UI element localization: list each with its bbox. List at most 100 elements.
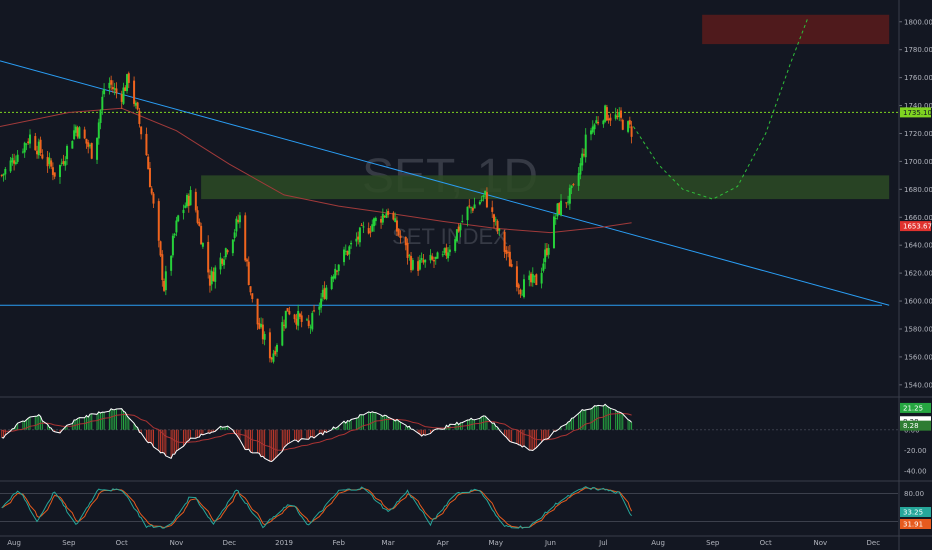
candle-body xyxy=(258,323,261,329)
osc1-badge-bg xyxy=(900,420,931,431)
candle-body xyxy=(120,94,123,102)
candle-body xyxy=(73,130,76,140)
time-tick-label: Sep xyxy=(62,539,76,547)
time-tick-label: Sep xyxy=(706,539,720,547)
candle-body xyxy=(455,229,458,242)
candle-body xyxy=(484,190,487,195)
candle-body xyxy=(552,216,555,249)
candle-body xyxy=(394,218,397,222)
time-tick-label: May xyxy=(489,539,503,547)
candle-body xyxy=(256,298,259,325)
candle-body xyxy=(115,88,118,94)
candle-body xyxy=(454,239,457,251)
time-tick-label: Dec xyxy=(867,539,881,547)
candle-body xyxy=(198,221,201,226)
candle-body xyxy=(244,215,247,261)
osc2-badge-bg xyxy=(900,507,931,517)
candle-body xyxy=(448,249,451,253)
candle-body xyxy=(348,246,351,255)
candle-body xyxy=(418,259,421,270)
candle-body xyxy=(14,162,17,164)
candle-body xyxy=(470,207,473,209)
candle-body xyxy=(207,241,210,273)
candle-body xyxy=(223,259,226,266)
candle-body xyxy=(565,202,568,204)
candle-body xyxy=(505,250,508,254)
candle-body xyxy=(110,80,113,85)
candle-body xyxy=(152,193,155,204)
reference-price-label: 1735.10 xyxy=(903,109,932,117)
candle-body xyxy=(406,242,409,258)
time-axis[interactable]: Aug Sep Oct Nov Dec 2019 Feb Mar Apr May Jun Jul Aug… xyxy=(7,539,880,547)
candle-body xyxy=(371,224,374,232)
candle-body xyxy=(268,332,271,359)
candle-body xyxy=(150,188,153,194)
candle-body xyxy=(237,220,240,222)
time-tick-label: Nov xyxy=(814,539,828,547)
time-tick-label: Feb xyxy=(333,539,346,547)
price-tick-label: 1540.00 xyxy=(904,381,932,389)
candle-body xyxy=(468,205,471,207)
candle-body xyxy=(187,195,190,206)
candle-body xyxy=(201,242,204,247)
candle-body xyxy=(616,116,619,118)
candle-body xyxy=(330,276,333,289)
candle-body xyxy=(607,118,610,121)
candle-body xyxy=(385,213,388,219)
candle-body xyxy=(177,215,180,222)
candle-body xyxy=(461,221,464,223)
candle-body xyxy=(186,195,189,207)
price-tick-label: 1660.00 xyxy=(904,214,932,222)
candle-body xyxy=(404,236,407,246)
candle-body xyxy=(420,258,423,260)
candle-body xyxy=(494,219,497,221)
candle-body xyxy=(23,142,26,153)
candle-body xyxy=(96,137,99,160)
candle-body xyxy=(111,87,114,90)
candle-body xyxy=(337,264,340,272)
price-tick-label: 1680.00 xyxy=(904,186,932,194)
candle-body xyxy=(510,264,513,267)
candle-body xyxy=(530,273,533,283)
candle-body xyxy=(508,251,511,267)
candle-body xyxy=(78,127,81,139)
time-tick-label: Nov xyxy=(170,539,184,547)
candle-body xyxy=(37,141,40,156)
candle-body xyxy=(97,122,100,139)
candle-body xyxy=(48,157,51,165)
candle-body xyxy=(528,275,531,280)
time-tick-label: Dec xyxy=(223,539,237,547)
candle-body xyxy=(21,151,24,153)
candle-body xyxy=(503,231,506,252)
candle-body xyxy=(184,205,187,208)
candle-body xyxy=(298,313,301,317)
price-zone xyxy=(201,175,890,200)
candle-body xyxy=(627,121,630,132)
candle-body xyxy=(66,146,69,160)
candle-body xyxy=(212,271,215,282)
candle-body xyxy=(422,259,425,263)
candle-body xyxy=(87,142,90,147)
price-axis[interactable]: 1540.00 1560.00 1580.00 1600.00 1620.00 1640.… xyxy=(899,18,932,389)
time-tick-label: Oct xyxy=(116,539,128,547)
candle-body xyxy=(507,251,510,253)
candle-body xyxy=(383,215,386,217)
candle-body xyxy=(434,256,437,259)
candle-body xyxy=(572,184,575,186)
price-zone xyxy=(702,14,890,45)
last-price-label-bg xyxy=(900,221,931,232)
candle-body xyxy=(471,207,474,211)
candle-body xyxy=(408,255,411,257)
candle-body xyxy=(498,229,501,231)
candle-body xyxy=(459,224,462,231)
candle-body xyxy=(369,231,372,233)
candle-body xyxy=(28,134,31,144)
candle-body xyxy=(545,248,548,256)
candle-body xyxy=(231,239,234,254)
candle-body xyxy=(170,255,173,271)
candle-body xyxy=(83,129,86,139)
candle-body xyxy=(219,257,222,270)
time-tick-label: 2019 xyxy=(275,539,293,547)
candle-body xyxy=(136,102,139,110)
